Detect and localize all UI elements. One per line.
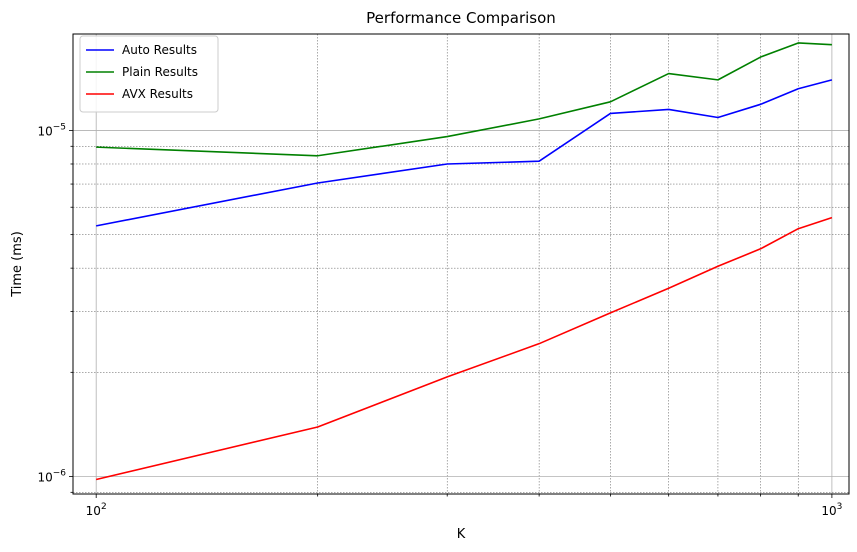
legend-box (79, 35, 219, 113)
y-axis-label: Time (ms) (10, 231, 25, 298)
axis-ticks: 102 103 10−6 10−5 (37, 122, 842, 518)
x-axis-label: K (457, 527, 466, 542)
plot-frame (72, 33, 850, 495)
y-tick-label: 10−6 (37, 468, 66, 484)
legend: Auto Results Plain Results AVX Results (79, 35, 219, 113)
x-tick-label: 103 (821, 502, 842, 518)
x-tick-label: 102 (86, 502, 107, 518)
series-line-plain-results (96, 42, 832, 157)
chart-title: Performance Comparison (366, 9, 556, 27)
legend-label-avx-results: AVX Results (122, 87, 193, 101)
legend-label-plain-results: Plain Results (122, 65, 198, 79)
series-lines (96, 42, 833, 481)
series-line-auto-results (96, 79, 833, 227)
legend-label-auto-results: Auto Results (122, 43, 197, 57)
y-tick-label: 10−5 (37, 122, 66, 138)
series-line-avx-results (96, 216, 833, 481)
